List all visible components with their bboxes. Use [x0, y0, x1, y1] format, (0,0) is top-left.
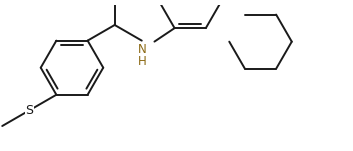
Text: S: S	[25, 104, 33, 117]
Text: N
H: N H	[138, 43, 146, 68]
